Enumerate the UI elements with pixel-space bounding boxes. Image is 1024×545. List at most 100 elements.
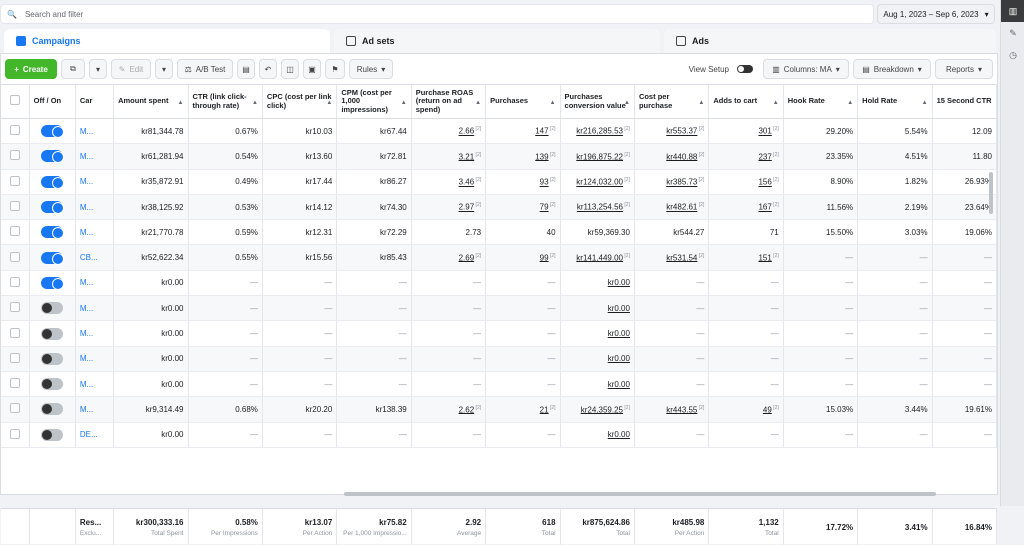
cell-roas[interactable]: 2.97 [2] (411, 194, 487, 221)
cell-purchases[interactable]: 93 [2] (485, 169, 561, 195)
table-row[interactable]: M... kr21,770.78 0.59% kr12.31 kr72.29 2.73 40… (1, 219, 998, 246)
table-row[interactable]: M... kr9,314.49 0.68% kr20.20 kr138.39 2.62 [… (1, 396, 998, 423)
campaign-name[interactable]: M... (75, 270, 115, 297)
edit-button[interactable]: ✎ Edit (111, 59, 151, 79)
cell-value[interactable]: kr113,254.56 [2] (560, 194, 635, 221)
undo-icon[interactable]: ↶ (259, 59, 277, 79)
campaign-name[interactable]: M... (75, 194, 115, 221)
campaign-name[interactable]: M... (75, 143, 115, 170)
row-toggle[interactable] (29, 295, 76, 322)
table-row[interactable]: M... kr0.00— — — — — kr0.00— — — — — (1, 295, 998, 322)
col-campaign[interactable]: Car (75, 84, 115, 119)
cell-roas[interactable]: 3.21 [2] (411, 143, 487, 170)
cell-value[interactable]: kr0.00 (560, 371, 635, 398)
vertical-scrollbar[interactable] (989, 172, 993, 214)
row-toggle[interactable] (29, 396, 76, 423)
col-conversion-value[interactable]: Purchases conversion value ▲ (560, 84, 635, 119)
cell-value[interactable]: kr141,449.00 [2] (560, 244, 635, 271)
campaign-name[interactable]: DE... (75, 422, 115, 448)
campaign-name[interactable]: M... (75, 320, 115, 347)
row-checkbox[interactable] (1, 118, 30, 145)
cell-value[interactable]: kr124,032.00 [2] (560, 169, 635, 195)
trash-icon[interactable]: ◫ (281, 59, 299, 79)
cell-purchases[interactable]: 40 (485, 219, 561, 246)
row-checkbox[interactable] (1, 346, 30, 372)
cell-atc[interactable]: 237 [2] (708, 143, 784, 170)
table-row[interactable]: M... kr35,872.91 0.49% kr17.44 kr86.27 3.46 [… (1, 169, 998, 195)
cell-purchases[interactable]: 79 [2] (485, 194, 561, 221)
row-toggle[interactable] (29, 371, 76, 398)
col-amount-spent[interactable]: Amount spent ▲ (113, 84, 189, 119)
row-checkbox[interactable] (1, 422, 30, 448)
preview-icon[interactable]: ▣ (303, 59, 321, 79)
row-checkbox[interactable] (1, 371, 30, 398)
row-checkbox[interactable] (1, 396, 30, 423)
cell-value[interactable]: kr0.00 (560, 295, 635, 322)
col-cpc[interactable]: CPC (cost per link click) ▲ (262, 84, 338, 119)
rules-button[interactable]: Rules ▾ (349, 59, 393, 79)
row-toggle[interactable] (29, 422, 76, 448)
cell-value[interactable]: kr59,369.30 (560, 219, 635, 246)
cell-value[interactable]: kr0.00 (560, 346, 635, 372)
cell-value[interactable]: kr0.00 (560, 270, 635, 297)
col-roas[interactable]: Purchase ROAS (return on ad spend) ▲ (411, 84, 487, 119)
edit-dropdown[interactable]: ▾ (155, 59, 173, 79)
cell-atc[interactable]: 301 [2] (708, 118, 784, 145)
cell-atc[interactable]: 71 (708, 219, 784, 246)
history-icon[interactable]: ◷ (1009, 49, 1017, 60)
cell-value[interactable]: kr0.00 (560, 320, 635, 347)
table-row[interactable]: M... kr0.00— — — — — kr0.00— — — — — (1, 320, 998, 347)
col-cost-per-purchase[interactable]: Cost per purchase ▲ (634, 84, 710, 119)
search-input[interactable]: Search and filter (24, 9, 84, 19)
clipboard-icon[interactable]: ▤ (237, 59, 255, 79)
duplicate-dropdown[interactable]: ▾ (89, 59, 107, 79)
row-toggle[interactable] (29, 320, 76, 347)
create-button[interactable]: + Create (5, 59, 57, 79)
tab-campaigns[interactable]: Campaigns (4, 29, 330, 53)
col-15s-ctr[interactable]: 15 Second CTR (932, 84, 998, 119)
row-checkbox[interactable] (1, 143, 30, 170)
table-row[interactable]: M... kr61,281.94 0.54% kr13.60 kr72.81 3.21 [… (1, 143, 998, 170)
cell-purchases[interactable]: 139 [2] (485, 143, 561, 170)
pencil-icon[interactable]: ✎ (1009, 27, 1017, 38)
row-checkbox[interactable] (1, 320, 30, 347)
duplicate-button[interactable]: ⧉ (61, 59, 85, 79)
col-hook-rate[interactable]: Hook Rate ▲ (783, 84, 859, 119)
campaign-name[interactable]: M... (75, 169, 115, 195)
row-toggle[interactable] (29, 346, 76, 372)
col-hold-rate[interactable]: Hold Rate ▲ (857, 84, 933, 119)
row-checkbox[interactable] (1, 244, 30, 271)
date-range-button[interactable]: Aug 1, 2023 – Sep 6, 2023 ▾ (877, 4, 995, 24)
view-setup-toggle[interactable] (737, 65, 753, 73)
row-toggle[interactable] (29, 270, 76, 297)
row-toggle[interactable] (29, 143, 76, 170)
cell-cpp[interactable]: kr385.73 [2] (634, 169, 710, 195)
col-purchases[interactable]: Purchases ▲ (485, 84, 561, 119)
table-row[interactable]: M... kr0.00— — — — — kr0.00— — — — — (1, 346, 998, 372)
cell-roas[interactable]: 2.62 [2] (411, 396, 487, 423)
ab-test-button[interactable]: ⚖ A/B Test (177, 59, 233, 79)
search-bar[interactable]: 🔍 Search and filter (0, 4, 874, 24)
campaign-name[interactable]: M... (75, 219, 115, 246)
table-row[interactable]: CB... kr52,622.34 0.55% kr15.56 kr85.43 2.69 … (1, 244, 998, 271)
cell-value[interactable]: kr196,875.22 [2] (560, 143, 635, 170)
cell-cpp[interactable]: kr440.88 [2] (634, 143, 710, 170)
cell-roas[interactable]: 2.69 [2] (411, 244, 487, 271)
select-all-checkbox[interactable] (1, 84, 30, 119)
campaign-name[interactable]: M... (75, 346, 115, 372)
cell-cpp[interactable]: kr482.61 [2] (634, 194, 710, 221)
cell-value[interactable]: kr216,285.53 [2] (560, 118, 635, 145)
campaign-name[interactable]: M... (75, 396, 115, 423)
breakdown-button[interactable]: ▤ Breakdown ▾ (853, 59, 931, 79)
row-toggle[interactable] (29, 219, 76, 246)
columns-button[interactable]: ▥ Columns: MA ▾ (763, 59, 849, 79)
cell-purchases[interactable]: 21 [2] (485, 396, 561, 423)
col-cpm[interactable]: CPM (cost per 1,000 impressions) ▲ (336, 84, 412, 119)
campaign-name[interactable]: M... (75, 371, 115, 398)
row-checkbox[interactable] (1, 169, 30, 195)
tag-icon[interactable]: ⚑ (325, 59, 345, 79)
col-ctr[interactable]: CTR (link click-through rate) ▲ (188, 84, 263, 119)
table-row[interactable]: M... kr81,344.78 0.67% kr10.03 kr67.44 2.66 [… (1, 118, 998, 145)
row-checkbox[interactable] (1, 194, 30, 221)
chart-icon[interactable]: ▥ (1001, 0, 1024, 22)
